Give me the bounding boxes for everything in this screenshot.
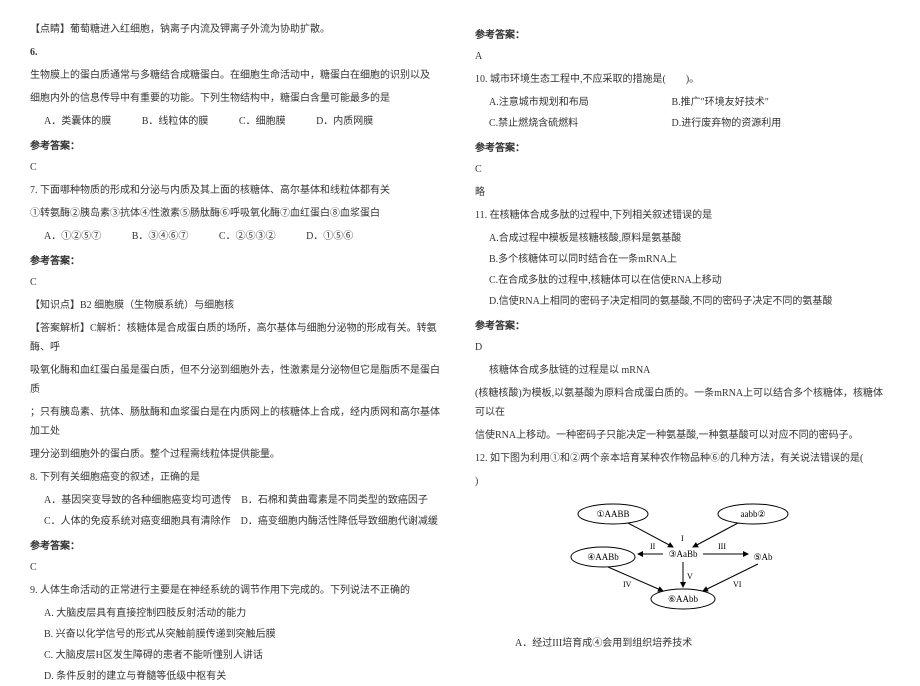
- q10-opt-b: B.推广"环境友好技术": [672, 97, 769, 108]
- q7-answer-label: 参考答案：: [30, 252, 445, 271]
- q7-knowledge: 【知识点】B2 细胞膜（生物膜系统）与细胞核: [30, 296, 445, 315]
- q6-answer-label: 参考答案：: [30, 137, 445, 156]
- node-1: ①AABB: [596, 509, 629, 519]
- node-6: ⑥AAbb: [667, 594, 698, 604]
- q7-options-circled: ①转氨酶②胰岛素③抗体④性激素⑤肠肽酶⑥呼吸氧化酶⑦血红蛋白⑧血浆蛋白: [30, 204, 445, 223]
- edge-i: I: [681, 534, 684, 543]
- edge-iv: IV: [623, 580, 632, 589]
- q10-opt-row1: A.注意城市规划和布局 B.推广"环境友好技术": [475, 93, 890, 112]
- q10-opt-d: D.进行废弃物的资源利用: [672, 118, 782, 129]
- q10-opt-c: C.禁止燃烧含硫燃料: [489, 114, 669, 133]
- q9-answer: A: [475, 47, 890, 66]
- q7-answer: C: [30, 273, 445, 292]
- q12-text2: ): [475, 472, 890, 491]
- edge-vi: VI: [733, 580, 742, 589]
- q7-exp1: 【答案解析】C解析：核糖体是合成蛋白质的场所，高尔基体与细胞分泌物的形成有关。转…: [30, 319, 445, 357]
- q6-options: A．类囊体的膜 B．线粒体的膜 C．细胞膜 D．内质网膜: [30, 112, 445, 131]
- q11-text: 11. 在核糖体合成多肽的过程中,下列相关叙述错误的是: [475, 206, 890, 225]
- q9-text: 9. 人体生命活动的正常进行主要是在神经系统的调节作用下完成的。下列说法不正确的: [30, 581, 445, 600]
- q10-text: 10. 城市环境生态工程中,不应采取的措施是( )。: [475, 70, 890, 89]
- edge-v: V: [687, 572, 693, 581]
- q9-opt-a: A. 大脑皮层具有直接控制四肢反射活动的能力: [30, 604, 445, 623]
- q9-answer-label: 参考答案：: [475, 26, 890, 45]
- q8-opt-b: B．石棉和黄曲霉素是不同类型的致癌因子: [241, 495, 428, 506]
- q7-opt-a: A．①②⑤⑦: [44, 227, 101, 246]
- q7-exp4: 理分泌到细胞外的蛋白质。整个过程需线粒体提供能量。: [30, 445, 445, 464]
- q9-opt-b: B. 兴奋以化学信号的形式从突触前膜传递到突触后膜: [30, 625, 445, 644]
- q8-answer: C: [30, 558, 445, 577]
- q11-exp3: 信使RNA上移动。一种密码子只能决定一种氨基酸,一种氨基酸可以对应不同的密码子。: [475, 426, 890, 445]
- node-3: ③AaBb: [668, 549, 698, 559]
- q11-opt-c: C.在合成多肽的过程中,核糖体可以在信使RNA上移动: [475, 271, 890, 290]
- q8-opt-d: D．癌变细胞内酶活性降低导致细胞代谢减缓: [241, 516, 438, 527]
- q11-exp1: 核糖体合成多肽链的过程是以 mRNA: [475, 361, 890, 380]
- q10-answer: C: [475, 160, 890, 179]
- q11-opt-d: D.信使RNA上相同的密码子决定相同的氨基酸,不同的密码子决定不同的氨基酸: [475, 292, 890, 311]
- node-2: aabb②: [740, 509, 765, 519]
- edge-iii: III: [718, 542, 726, 551]
- q7-exp2: 吸氧化酶和血红蛋白虽是蛋白质，但不分泌到细胞外去，性激素是分泌物但它是脂质不是蛋…: [30, 361, 445, 399]
- q7-text: 7. 下面哪种物质的形成和分泌与内质及其上面的核糖体、高尔基体和线粒体都有关: [30, 181, 445, 200]
- q8-text: 8. 下列有关细胞癌变的叙述，正确的是: [30, 468, 445, 487]
- q8-opt-row1: A．基因突变导致的各种细胞癌变均可遗传 B．石棉和黄曲霉素是不同类型的致癌因子: [30, 491, 445, 510]
- node-5: ⑤Ab: [753, 552, 773, 562]
- q6-line1: 生物膜上的蛋白质通常与多糖结合成糖蛋白。在细胞生命活动中，糖蛋白在细胞的识别以及: [30, 66, 445, 85]
- q11-answer: D: [475, 338, 890, 357]
- q12-opt-a: A．经过III培育成④会用到组织培养技术: [475, 634, 890, 653]
- q6-number: 6.: [30, 43, 445, 62]
- q6-opt-c: C．细胞膜: [239, 112, 286, 131]
- q7-options: A．①②⑤⑦ B．③④⑥⑦ C．②⑤③② D．①⑤⑥: [30, 227, 445, 246]
- q6-line2: 细胞内外的信息传导中有重要的功能。下列生物结构中，糖蛋白含量可能最多的是: [30, 89, 445, 108]
- q8-answer-label: 参考答案：: [30, 537, 445, 556]
- q7-opt-b: B．③④⑥⑦: [132, 227, 189, 246]
- q12-text1: 12. 如下图为利用①和②两个亲本培育某种农作物品种⑥的几种方法，有关说法错误的…: [475, 449, 890, 468]
- q11-opt-b: B.多个核糖体可以同时结合在一条mRNA上: [475, 250, 890, 269]
- q10-opt-row2: C.禁止燃烧含硫燃料 D.进行废弃物的资源利用: [475, 114, 890, 133]
- q6-opt-a: A．类囊体的膜: [44, 112, 111, 131]
- q11-opt-a: A.合成过程中模板是核糖核酸,原料是氨基酸: [475, 229, 890, 248]
- q8-opt-row2: C．人体的免疫系统对癌变细胞具有清除作 D．癌变细胞内酶活性降低导致细胞代谢减缓: [30, 512, 445, 531]
- q6-opt-b: B．线粒体的膜: [142, 112, 209, 131]
- q9-opt-c: C. 大脑皮层H区发生障碍的患者不能听懂别人讲话: [30, 646, 445, 665]
- q6-opt-d: D．内质网膜: [316, 112, 373, 131]
- q8-opt-c: C．人体的免疫系统对癌变细胞具有清除作: [44, 516, 231, 527]
- q6-answer: C: [30, 158, 445, 177]
- q12-diagram: ①AABB aabb② ③AaBb ④AABb ⑤Ab II I III ⑥AA…: [475, 499, 890, 626]
- q10-note: 略: [475, 183, 890, 202]
- q10-opt-a: A.注意城市规划和布局: [489, 93, 669, 112]
- q9-opt-d: D. 条件反射的建立与脊髓等低级中枢有关: [30, 667, 445, 686]
- q11-answer-label: 参考答案：: [475, 317, 890, 336]
- q11-exp2: (核糖核酸)为模板,以氨基酸为原料合成蛋白质的。一条mRNA上可以结合多个核糖体…: [475, 384, 890, 422]
- tip-text: 【点睛】葡萄糖进入红细胞，钠离子内流及钾离子外流为协助扩散。: [30, 20, 445, 39]
- q7-opt-d: D．①⑤⑥: [306, 227, 353, 246]
- q7-opt-c: C．②⑤③②: [219, 227, 276, 246]
- q8-opt-a: A．基因突变导致的各种细胞癌变均可遗传: [44, 495, 231, 506]
- q10-answer-label: 参考答案：: [475, 139, 890, 158]
- node-4: ④AABb: [587, 552, 619, 562]
- q7-exp3: ；只有胰岛素、抗体、肠肽酶和血浆蛋白是在内质网上的核糖体上合成，经内质网和高尔基…: [30, 403, 445, 441]
- edge-ii: II: [650, 542, 656, 551]
